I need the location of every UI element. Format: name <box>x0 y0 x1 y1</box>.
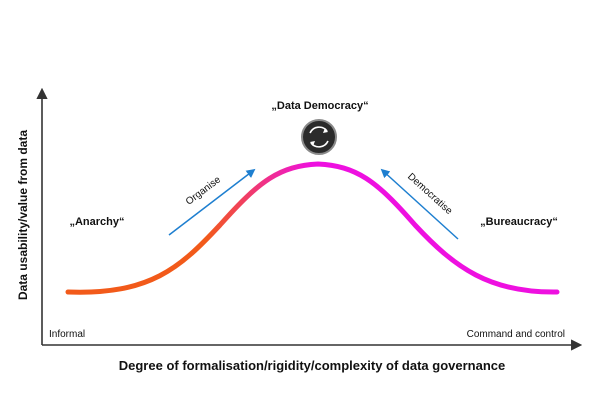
right-label: „Bureaucracy“ <box>480 216 558 228</box>
left-label: „Anarchy“ <box>69 216 124 228</box>
democratise-arrow <box>380 168 459 240</box>
y-axis-label: Data usability/value from data <box>16 130 30 300</box>
x-axis-end-label: Command and control <box>467 329 565 340</box>
x-axis-start-label: Informal <box>49 329 85 340</box>
x-axis-label: Degree of formalisation/rigidity/complex… <box>119 358 505 373</box>
organise-arrow <box>168 168 256 236</box>
organise-label: Organise <box>184 174 223 207</box>
governance-curve <box>65 161 560 295</box>
peak-label: „Data Democracy“ <box>271 100 368 112</box>
cycle-arrows-icon <box>301 119 337 155</box>
democratise-label: Democratise <box>405 171 454 217</box>
